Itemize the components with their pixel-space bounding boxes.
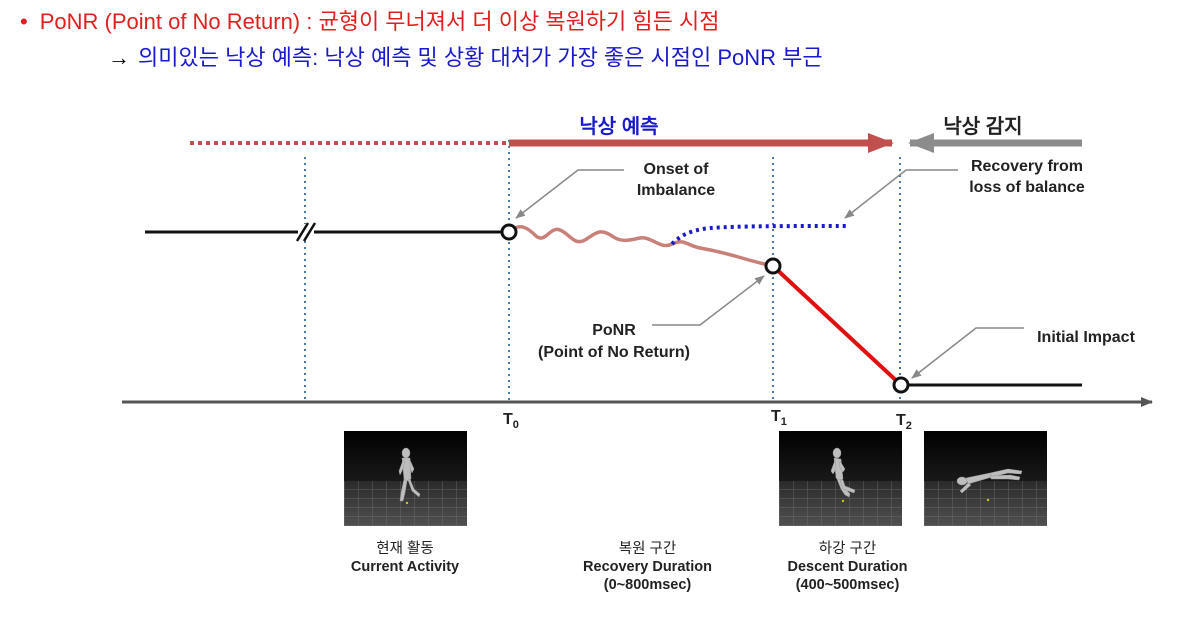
tick-t2: T2 [896, 412, 912, 432]
onset-label-2: Imbalance [637, 182, 715, 199]
caption-current-activity-en: Current Activity [350, 559, 460, 575]
event-circle-icon-t2 [892, 376, 910, 394]
impact-pointer [911, 327, 1024, 379]
caption-descent-en: Descent Duration [787, 559, 908, 575]
thumbnail-current-activity [344, 431, 467, 526]
event-circle-icon-t0 [500, 223, 518, 241]
recovery-label-1: Recovery from [971, 158, 1083, 175]
ponr-definition-text: PoNR (Point of No Return) : 균형이 무너져서 더 이… [39, 9, 720, 34]
caption-current-activity: 현재 활동 Current Activity [330, 540, 480, 576]
arrow-right-icon: → [108, 45, 130, 70]
detection-label: 낙상 감지 [943, 115, 1022, 138]
caption-current-activity-ko: 현재 활동 [376, 541, 434, 557]
recovery-label-2: loss of balance [969, 179, 1085, 196]
impact-label: Initial Impact [1037, 329, 1135, 346]
ponr-label-2: (Point of No Return) [538, 344, 690, 361]
recovery-path [670, 224, 849, 246]
prediction-meaning: → 의미있는 낙상 예측: 낙상 예측 및 상황 대처가 가장 좋은 시점인 Po… [108, 40, 823, 72]
caption-recovery-range: (0~800msec) [603, 577, 692, 593]
break-mark-icon [295, 222, 317, 242]
tick-t1: T1 [771, 408, 787, 428]
onset-label-1: Onset of [644, 161, 710, 178]
ponr-pointer [652, 275, 765, 326]
caption-recovery: 복원 구간 Recovery Duration (0~800msec) [565, 540, 730, 594]
bullet-icon: • [20, 9, 28, 34]
recovery-pointer [844, 169, 958, 219]
caption-descent-range: (400~500msec) [795, 577, 900, 593]
thumbnail-descent [779, 431, 902, 526]
caption-recovery-en: Recovery Duration [583, 559, 712, 575]
imbalance-wave [507, 225, 774, 268]
thumbnail-impact [924, 431, 1047, 526]
prediction-meaning-text: 의미있는 낙상 예측: 낙상 예측 및 상황 대처가 가장 좋은 시점인 PoN… [138, 45, 823, 70]
descent-line [771, 264, 903, 387]
caption-descent-ko: 하강 구간 [818, 541, 877, 557]
ponr-label-1: PoNR [592, 322, 636, 339]
tick-t0: T0 [503, 411, 519, 431]
prediction-label: 낙상 예측 [579, 115, 658, 138]
caption-descent: 하강 구간 Descent Duration (400~500msec) [770, 540, 925, 594]
caption-recovery-ko: 복원 구간 [618, 541, 677, 557]
onset-pointer [515, 169, 624, 219]
event-circle-icon-t1 [764, 257, 782, 275]
ponr-definition: • PoNR (Point of No Return) : 균형이 무너져서 더 … [20, 4, 719, 36]
